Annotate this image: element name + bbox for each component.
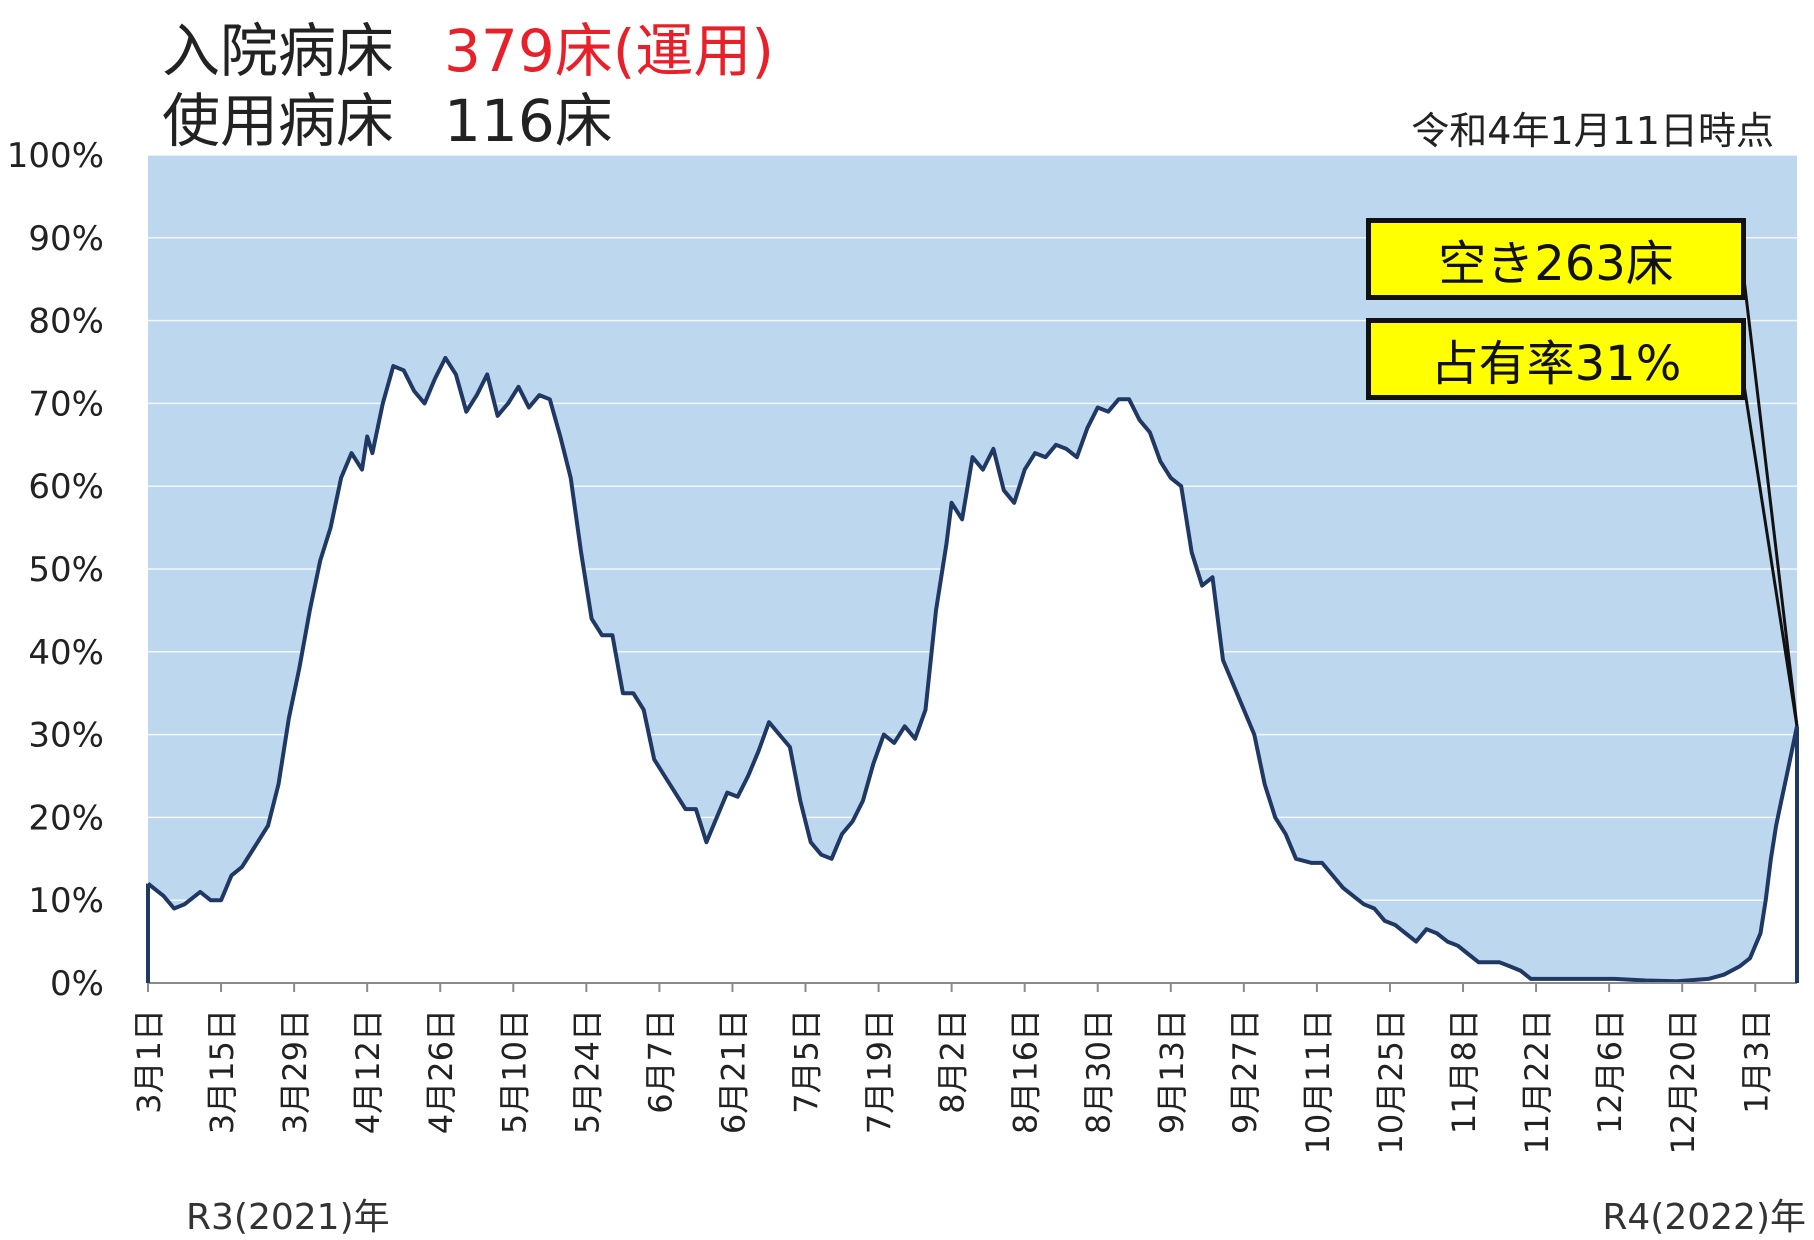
header-operated-beds: 入院病床 379床(運用) bbox=[162, 22, 774, 80]
y-tick-label: 10% bbox=[28, 881, 104, 921]
x-tick-label: 4月12日 bbox=[349, 1009, 387, 1134]
y-tick-label: 80% bbox=[28, 302, 104, 342]
x-tick-label: 9月13日 bbox=[1153, 1009, 1191, 1134]
callout-vacant-beds: 空き263床 bbox=[1366, 218, 1746, 300]
y-tick-label: 90% bbox=[28, 219, 104, 259]
operated-beds-value: 379床(運用) bbox=[444, 17, 774, 85]
x-tick-label: 12月6日 bbox=[1591, 1009, 1629, 1134]
used-beds-value: 116床 bbox=[444, 87, 613, 155]
x-axis-labels: 3月1日 3月15日 3月29日 4月12日 4月26日 5月10日 5月24日 6月7日 6月… bbox=[130, 1009, 1775, 1154]
occupancy-line bbox=[146, 355, 1799, 984]
as-of-date: 令和4年1月11日時点 bbox=[1411, 109, 1774, 153]
x-tick-label: 4月26日 bbox=[422, 1009, 460, 1134]
y-tick-label: 60% bbox=[28, 467, 104, 507]
y-tick-label: 70% bbox=[28, 384, 104, 424]
x-tick-label: 6月7日 bbox=[641, 1009, 679, 1114]
x-tick-marks bbox=[147, 983, 1757, 992]
x-tick-label: 5月10日 bbox=[495, 1009, 533, 1134]
x-tick-label: 6月21日 bbox=[715, 1009, 753, 1134]
era-label-start: R3(2021)年 bbox=[186, 1197, 390, 1238]
y-tick-label: 40% bbox=[28, 633, 104, 673]
x-tick-label: 8月16日 bbox=[1007, 1009, 1045, 1134]
x-tick-label: 9月27日 bbox=[1226, 1009, 1264, 1134]
x-tick-label: 8月2日 bbox=[934, 1009, 972, 1114]
callout-occupancy-rate: 占有率31% bbox=[1366, 318, 1746, 400]
occupancy-area bbox=[148, 357, 1797, 983]
era-label-end: R4(2022)年 bbox=[1602, 1197, 1806, 1238]
x-tick-label: 7月19日 bbox=[861, 1009, 899, 1134]
x-tick-label: 5月24日 bbox=[568, 1009, 606, 1134]
y-axis-labels: 0% 10% 20% 30% 40% 50% 60% 70% 80% 90% 100% bbox=[7, 136, 104, 1004]
callout-leaders bbox=[1740, 261, 1799, 727]
x-tick-label: 1月3日 bbox=[1737, 1009, 1775, 1114]
used-beds-label: 使用病床 bbox=[162, 87, 395, 155]
x-tick-label: 3月1日 bbox=[130, 1009, 168, 1114]
x-tick-label: 3月29日 bbox=[276, 1009, 314, 1134]
x-tick-label: 10月11日 bbox=[1299, 1009, 1337, 1154]
x-tick-label: 11月8日 bbox=[1445, 1009, 1483, 1134]
leader-occupancy bbox=[1740, 371, 1799, 727]
leader-vacant bbox=[1740, 261, 1799, 727]
x-tick-label: 7月5日 bbox=[788, 1009, 826, 1114]
y-tick-label: 30% bbox=[28, 716, 104, 756]
x-tick-label: 3月15日 bbox=[203, 1009, 241, 1134]
x-tick-label: 12月20日 bbox=[1664, 1009, 1702, 1154]
x-tick-label: 11月22日 bbox=[1518, 1009, 1556, 1154]
y-tick-label: 0% bbox=[50, 964, 104, 1004]
x-tick-label: 10月25日 bbox=[1372, 1009, 1410, 1154]
operated-beds-label: 入院病床 bbox=[162, 17, 395, 85]
y-tick-label: 100% bbox=[7, 136, 104, 176]
y-tick-label: 20% bbox=[28, 798, 104, 838]
x-tick-label: 8月30日 bbox=[1080, 1009, 1118, 1134]
y-tick-label: 50% bbox=[28, 550, 104, 590]
header-used-beds: 使用病床 116床 bbox=[162, 92, 613, 150]
